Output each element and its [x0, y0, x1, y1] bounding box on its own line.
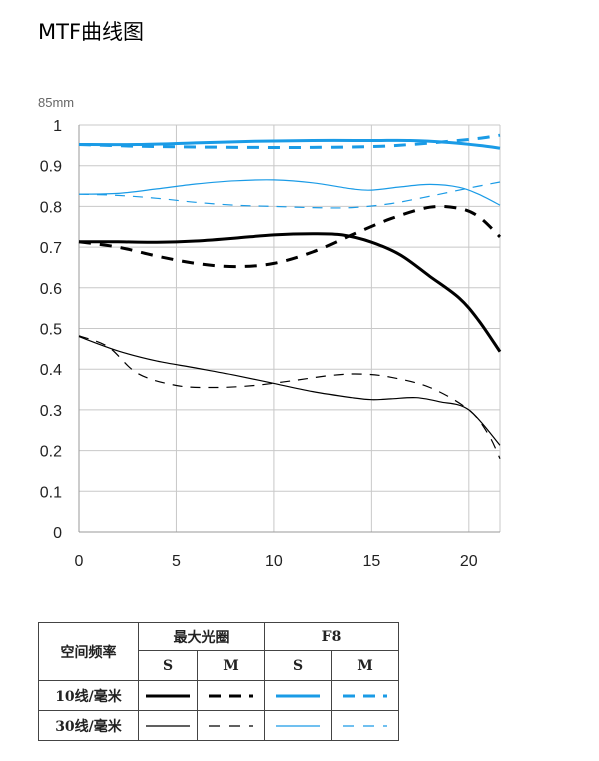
series-line-thick-solid-black: [78, 232, 502, 353]
x-tick-label: 10: [265, 553, 283, 570]
y-tick-label: 0.9: [40, 159, 62, 176]
page-title: MTF曲线图: [38, 20, 145, 44]
y-tick-label: 0.7: [40, 240, 62, 257]
legend-sample-30-max-m: [197, 710, 265, 741]
series-line-thin-dashed-black: [78, 335, 501, 459]
y-tick-label: 0: [53, 525, 62, 542]
y-tick-label: 0.3: [40, 403, 62, 420]
legend-s-header: S: [264, 650, 332, 681]
series-line-thick-dashed-black: [78, 204, 502, 269]
y-tick-label: 1: [53, 118, 62, 135]
legend-sample-10-f8-s: [264, 680, 332, 711]
series-line-thin-solid-black: [78, 336, 501, 446]
legend-table: 空间频率 最大光圈 F8 S M S M 10线/毫米 30线/毫米: [38, 622, 399, 741]
x-tick-label: 15: [362, 553, 380, 570]
legend-row-label-30: 30线/毫米: [38, 710, 139, 741]
legend-row-header: 空间频率: [38, 622, 139, 681]
x-tick-label: 5: [172, 553, 181, 570]
legend-sample-30-f8-m: [331, 710, 399, 741]
legend-group-f8: F8: [264, 622, 399, 651]
y-tick-label: 0.1: [40, 484, 62, 501]
axes: [78, 125, 500, 533]
series-line-thin-solid-blue: [78, 179, 501, 206]
y-tick-label: 0.2: [40, 444, 62, 461]
legend-m-header: M: [197, 650, 265, 681]
legend-sample-30-max-s: [138, 710, 198, 741]
series-line-thick-solid-blue: [78, 138, 501, 150]
grid: [78, 124, 501, 533]
legend-sample-10-max-s: [138, 680, 198, 711]
legend-group-max-aperture: 最大光圈: [138, 622, 265, 651]
y-tick-label: 0.6: [40, 281, 62, 298]
y-tick-label: 0.5: [40, 322, 62, 339]
legend-sample-10-f8-m: [331, 680, 399, 711]
tick-labels: 1 0.9 0.8 0.7 0.6 0.5 0.4 0.3 0.2 0.1 00 5 10 15 20: [40, 118, 478, 570]
legend-sample-30-f8-s: [264, 710, 332, 741]
focal-length-label: 85mm: [38, 95, 75, 110]
y-tick-label: 0.4: [40, 362, 62, 379]
legend-sample-10-max-m: [197, 680, 265, 711]
series-line-thin-dashed-blue: [78, 181, 501, 209]
legend-m-header: M: [331, 650, 399, 681]
x-tick-label: 20: [460, 553, 478, 570]
mtf-chart: 1 0.9 0.8 0.7 0.6 0.5 0.4 0.3 0.2 0.1 00 5 10 15 20: [40, 118, 502, 570]
series-line-thick-dashed-blue: [78, 133, 501, 149]
series-lines: [78, 133, 502, 459]
x-tick-label: 0: [75, 553, 84, 570]
legend-row-label-10: 10线/毫米: [38, 680, 139, 711]
legend-s-header: S: [138, 650, 198, 681]
y-tick-label: 0.8: [40, 199, 62, 216]
